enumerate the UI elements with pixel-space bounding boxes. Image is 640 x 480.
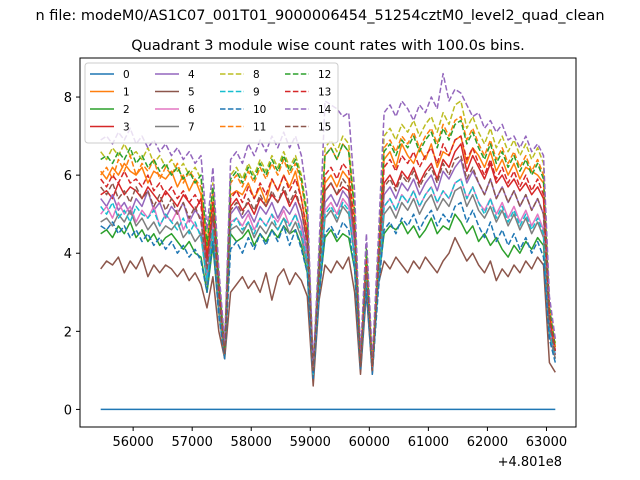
suptitle: n file: modeM0/AS1C07_001T01_9000006454_… (35, 8, 604, 24)
y-tick-label: 8 (64, 91, 72, 106)
x-axis: 56000 57000 58000 59000 60000 61000 62000 63000 (112, 427, 567, 450)
legend-label-11: 11 (253, 122, 266, 134)
series-line-10 (100, 201, 557, 379)
legend-label-10: 10 (253, 104, 266, 116)
x-tick-label: 63000 (526, 435, 567, 450)
legend-label-3: 3 (123, 122, 130, 134)
series-line-1 (100, 135, 557, 372)
legend-label-8: 8 (253, 69, 260, 81)
x-tick-label: 60000 (349, 435, 390, 450)
legend-label-5: 5 (188, 87, 195, 99)
legend-box (84, 62, 339, 144)
legend-label-14: 14 (318, 104, 332, 116)
x-tick-label: 56000 (112, 435, 153, 450)
legend-label-13: 13 (318, 87, 331, 99)
chart-title: Quadrant 3 module wise count rates with … (131, 38, 525, 54)
x-tick-label: 61000 (408, 435, 449, 450)
legend-label-6: 6 (188, 104, 195, 116)
x-tick-label: 57000 (172, 435, 213, 450)
series-line-2 (100, 213, 557, 376)
series-line-5 (100, 236, 556, 387)
y-tick-label: 6 (64, 169, 72, 184)
legend-label-7: 7 (188, 122, 195, 134)
y-axis: 0 2 4 6 8 (64, 91, 80, 418)
x-tick-label: 59000 (290, 435, 331, 450)
legend-label-15: 15 (318, 122, 331, 134)
series-line-12 (100, 119, 557, 372)
y-tick-label: 0 (64, 403, 72, 418)
series-line-13 (100, 135, 557, 372)
plot-frame (79, 57, 577, 428)
legend-label-12: 12 (318, 69, 331, 81)
series-line-15 (100, 154, 557, 372)
series-line-9 (100, 178, 557, 376)
series-line-8 (100, 100, 557, 368)
legend-label-1: 1 (123, 87, 130, 99)
legend-label-0: 0 (123, 69, 130, 81)
legend-label-9: 9 (253, 87, 260, 99)
legend-label-4: 4 (188, 69, 195, 81)
y-tick-label: 2 (64, 325, 72, 340)
legend-label-2: 2 (123, 104, 130, 116)
series-line-7 (100, 186, 557, 376)
x-offset-label: +4.801e8 (498, 455, 562, 470)
x-tick-label: 62000 (467, 435, 508, 450)
y-tick-label: 4 (64, 247, 72, 262)
x-tick-label: 58000 (231, 435, 272, 450)
